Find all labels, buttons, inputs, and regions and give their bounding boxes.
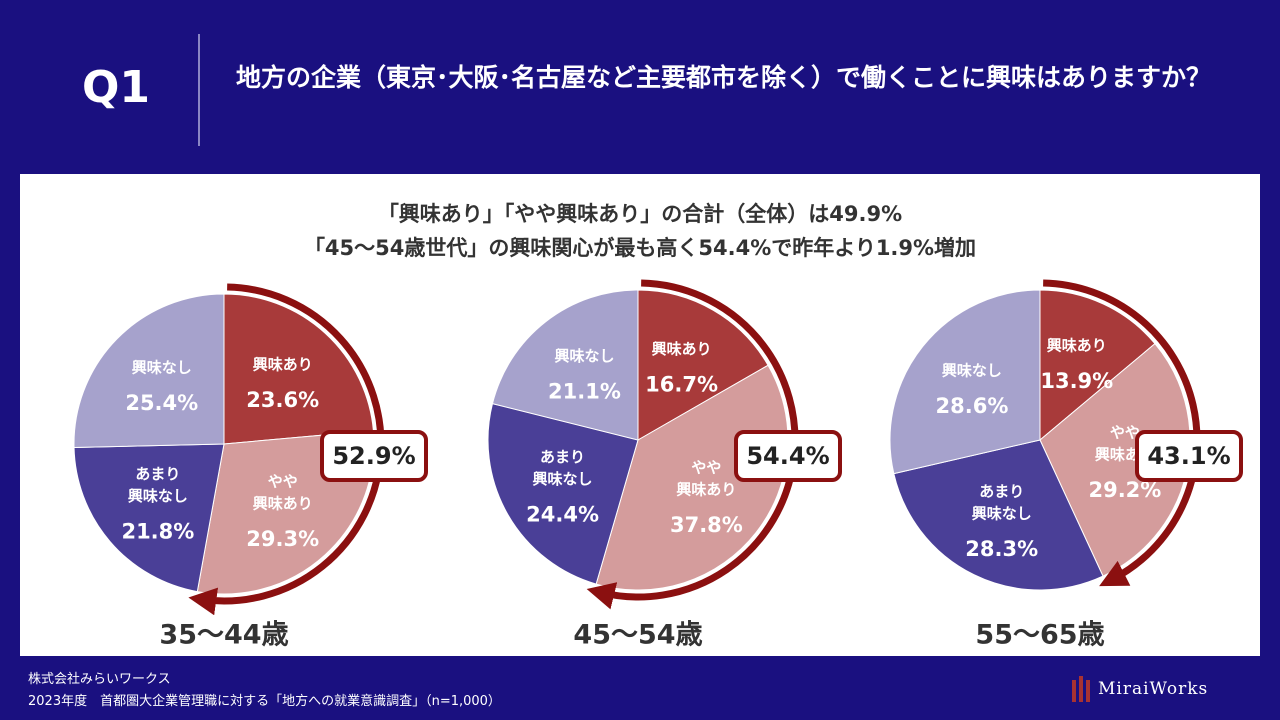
slice-category-label: 興味なし xyxy=(128,487,188,505)
slice-value-label: 21.8% xyxy=(121,520,194,544)
slice-category-label: やや xyxy=(1110,423,1140,441)
slice-category-label: やや xyxy=(691,458,721,476)
combined-arrow xyxy=(1043,279,1201,587)
headline-line-1: 「興味あり」「やや興味あり」の合計（全体）は49.9% xyxy=(377,202,903,226)
chart-panel: 「興味あり」「やや興味あり」の合計（全体）は49.9% 「45～54歳世代」の興… xyxy=(20,174,1260,656)
slice-value-label: 25.4% xyxy=(125,391,198,415)
slice-category-label: 興味あり xyxy=(676,480,736,498)
slice-category-label: 興味なし xyxy=(972,505,1032,523)
slice-category-label: 興味なし xyxy=(533,470,593,488)
pie-slice xyxy=(889,289,1041,475)
mirai-works-logo: MiraiWorks xyxy=(1072,674,1208,704)
question-text: 地方の企業（東京･大阪･名古屋など主要都市を除く）で働くことに興味はありますか？ xyxy=(236,63,1212,92)
slice-category-label: あまり xyxy=(540,448,585,466)
header-divider xyxy=(198,34,200,146)
slice-category-label: あまり xyxy=(979,483,1024,501)
combined-total-label: 52.9% xyxy=(332,442,415,470)
slice-value-label: 13.9% xyxy=(1040,369,1113,393)
combined-total-label: 54.4% xyxy=(746,442,829,470)
logo-mark-icon xyxy=(1072,676,1090,702)
slice-category-label: 興味あり xyxy=(1047,337,1107,355)
slice-category-label: 興味あり xyxy=(253,355,313,373)
slice-value-label: 16.7% xyxy=(645,373,718,397)
slice-value-label: 37.8% xyxy=(670,513,743,537)
slice-value-label: 24.4% xyxy=(526,502,599,526)
pie-slice xyxy=(491,289,639,441)
pie-slice xyxy=(73,293,225,449)
slice-category-label: 興味あり xyxy=(253,495,313,513)
headline-line-2: 「45～54歳世代」の興味関心が最も高く54.4%で昨年より1.9%増加 xyxy=(303,236,977,260)
pie-slice xyxy=(223,293,374,445)
pie-charts: 興味あり23.6%やや興味あり29.3%あまり興味なし21.8%興味なし25.4… xyxy=(73,279,1243,651)
slice-value-label: 28.3% xyxy=(965,537,1038,561)
footer-source: 2023年度 首都圏大企業管理職に対する「地方への就業意識調査」（n=1,000… xyxy=(28,694,501,709)
combined-total-box xyxy=(320,430,428,482)
pie-slice xyxy=(487,403,639,585)
pie-slice xyxy=(73,443,225,593)
pie-slice xyxy=(1039,289,1156,442)
age-group-title: 45～54歳 xyxy=(573,620,702,651)
slice-category-label: あまり xyxy=(135,465,180,483)
age-group-title: 35～44歳 xyxy=(159,620,288,651)
pie-slice xyxy=(893,439,1104,591)
slice-category-label: 興味なし xyxy=(942,361,1002,379)
slice-category-label: 興味なし xyxy=(554,347,614,365)
pie-slice xyxy=(637,289,769,441)
pie-slice xyxy=(595,364,789,591)
slice-category-label: やや xyxy=(268,473,298,491)
combined-total-box xyxy=(734,430,842,482)
slice-value-label: 28.6% xyxy=(936,394,1009,418)
logo-text: MiraiWorks xyxy=(1098,679,1209,699)
age-group-title: 55～65歳 xyxy=(975,620,1104,651)
slice-value-label: 29.3% xyxy=(246,527,319,551)
slice-value-label: 21.1% xyxy=(548,379,621,403)
combined-total-label: 43.1% xyxy=(1147,442,1230,470)
question-number: Q1 xyxy=(82,62,151,113)
footer-company: 株式会社みらいワークス xyxy=(28,672,171,687)
slice-value-label: 23.6% xyxy=(246,388,319,412)
slice-category-label: 興味あり xyxy=(652,340,712,358)
combined-total-box xyxy=(1135,430,1243,482)
slice-category-label: 興味なし xyxy=(132,359,192,377)
